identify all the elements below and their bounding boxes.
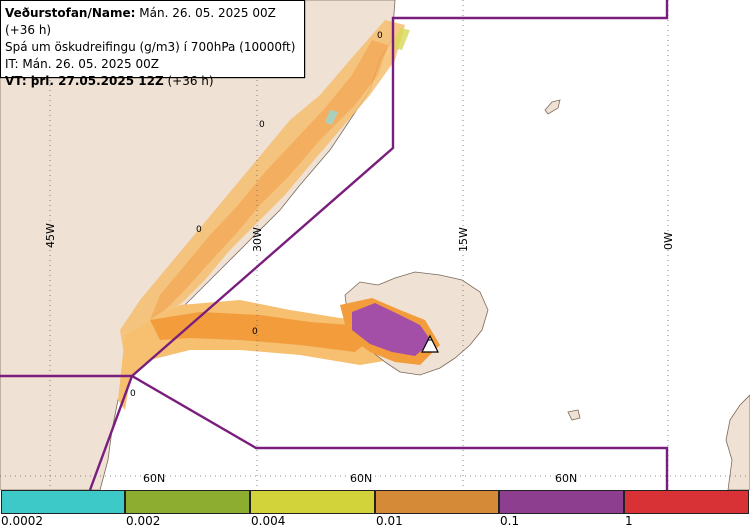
volcano-icon <box>421 334 439 353</box>
info-line-3: IT: Mán. 26. 05. 2025 00Z <box>5 57 159 71</box>
info-line-2: Spá um öskudreifingu (g/m3) í 700hPa (10… <box>5 40 296 54</box>
lon-label-45w: 45W <box>44 223 57 248</box>
lat-label-1: 60N <box>143 472 165 485</box>
info-valid-offset: (+36 h) <box>163 74 214 88</box>
legend-tick-5: 0.1 <box>500 514 520 528</box>
info-date: Mán. 26. 05. 2025 00Z (+36 h) <box>5 6 276 37</box>
concentration-legend <box>0 490 750 532</box>
ash-plume-iceland <box>340 298 440 365</box>
lon-label-0w: 0W <box>662 232 675 250</box>
legend-swatch-1 <box>1 490 125 514</box>
legend-swatch-4 <box>375 490 499 514</box>
info-valid-time: VT: þri. 27.05.2025 12Z <box>5 74 164 88</box>
contour-label: 0 <box>377 31 383 41</box>
info-source-label: Veðurstofan/Name: <box>5 6 136 20</box>
legend-tick-3: 0.004 <box>251 514 286 528</box>
ash-dispersion-map: 45W 30W 15W 0W 60N 60N 60N 0 0 0 0 0 <box>0 0 750 490</box>
info-line-1: Veðurstofan/Name: Mán. 26. 05. 2025 00Z … <box>5 5 300 39</box>
lat-label-2: 60N <box>350 472 372 485</box>
fir-boundary <box>0 0 669 490</box>
contour-label: 0 <box>130 389 136 399</box>
contour-label: 0 <box>196 225 202 235</box>
forecast-info-box: Veðurstofan/Name: Mán. 26. 05. 2025 00Z … <box>0 0 305 88</box>
legend-tick-6: 1 <box>625 514 633 528</box>
legend-swatch-2 <box>125 490 250 514</box>
norway-coast <box>725 394 750 490</box>
legend-swatch-3 <box>250 490 375 514</box>
legend-swatch-5 <box>499 490 624 514</box>
small-island <box>544 99 561 115</box>
info-line-4: VT: þri. 27.05.2025 12Z (+36 h) <box>5 73 300 90</box>
legend-tick-2: 0.002 <box>126 514 161 528</box>
contour-label: 0 <box>252 327 258 337</box>
ash-plume-greenland <box>120 20 410 360</box>
contour-label: 0 <box>259 120 265 130</box>
lon-label-15w: 15W <box>457 227 470 252</box>
faroe-islands <box>567 409 581 421</box>
legend-swatch-6 <box>624 490 749 514</box>
graticule <box>0 0 750 490</box>
legend-tick-1: 0.0002 <box>1 514 43 528</box>
legend-tick-4: 0.01 <box>376 514 403 528</box>
lon-label-30w: 30W <box>251 227 264 252</box>
lat-label-3: 60N <box>555 472 577 485</box>
